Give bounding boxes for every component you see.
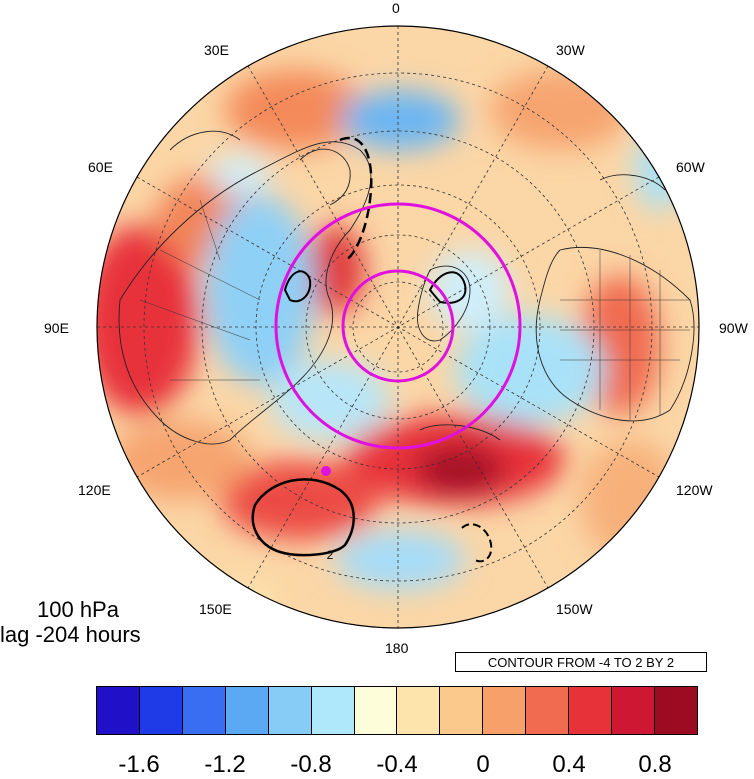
lon-label-60w: 60W (676, 159, 705, 175)
lon-label-30w: 30W (556, 42, 585, 58)
contour-label: 2 (327, 548, 334, 562)
colorbar-cell (268, 687, 312, 734)
highlight-circles (274, 202, 522, 450)
colorbar-cell (311, 687, 355, 734)
colorbar (96, 686, 698, 735)
colorbar-cell (654, 687, 697, 734)
map-boundary (96, 25, 700, 629)
colorbar-cell (139, 687, 183, 734)
colorbar-cell (483, 687, 527, 734)
borders (139, 199, 690, 420)
colorbar-cell (526, 687, 570, 734)
lon-label-120w: 120W (676, 482, 713, 498)
inner-magenta-circle (341, 269, 455, 383)
coastlines (118, 130, 695, 445)
magenta-point (321, 466, 331, 476)
graticule (97, 26, 699, 628)
lag-label: lag -204 hours (0, 622, 141, 647)
colorbar-cell (612, 687, 655, 734)
colorbar-cell (440, 687, 484, 734)
lon-label-60e: 60E (88, 159, 113, 175)
colorbar-cell (97, 687, 140, 734)
colorbar-cell (225, 687, 269, 734)
colorbar-tick-label: -1.6 (118, 751, 160, 778)
anomaly-field (97, 26, 699, 628)
colorbar-tick-label: -0.4 (376, 751, 418, 778)
anomaly-contours (251, 136, 493, 563)
colorbar-tick-label: 0.8 (638, 751, 672, 778)
lon-label-150e: 150E (199, 601, 232, 617)
lon-label-30e: 30E (204, 42, 229, 58)
colorbar-tick-label: 0.4 (552, 751, 586, 778)
lon-label-90w: 90W (719, 320, 748, 336)
lon-label-0: 0 (392, 0, 400, 16)
lon-label-120e: 120E (78, 482, 111, 498)
colorbar-cell (397, 687, 441, 734)
colorbar-cell (182, 687, 226, 734)
colorbar-tick-label: 0 (476, 751, 490, 778)
colorbar-tick-label: -0.8 (290, 751, 332, 778)
colorbar-cell (354, 687, 398, 734)
lon-label-90e: 90E (44, 320, 69, 336)
pressure-level-label: 100 hPa (37, 597, 119, 622)
contour-info-box: CONTOUR FROM -4 TO 2 BY 2 (455, 652, 707, 672)
colorbar-cell (569, 687, 613, 734)
lon-label-150w: 150W (556, 601, 593, 617)
outer-magenta-circle (274, 202, 522, 450)
colorbar-tick-label: -1.2 (204, 751, 246, 778)
lon-label-180: 180 (385, 640, 409, 656)
